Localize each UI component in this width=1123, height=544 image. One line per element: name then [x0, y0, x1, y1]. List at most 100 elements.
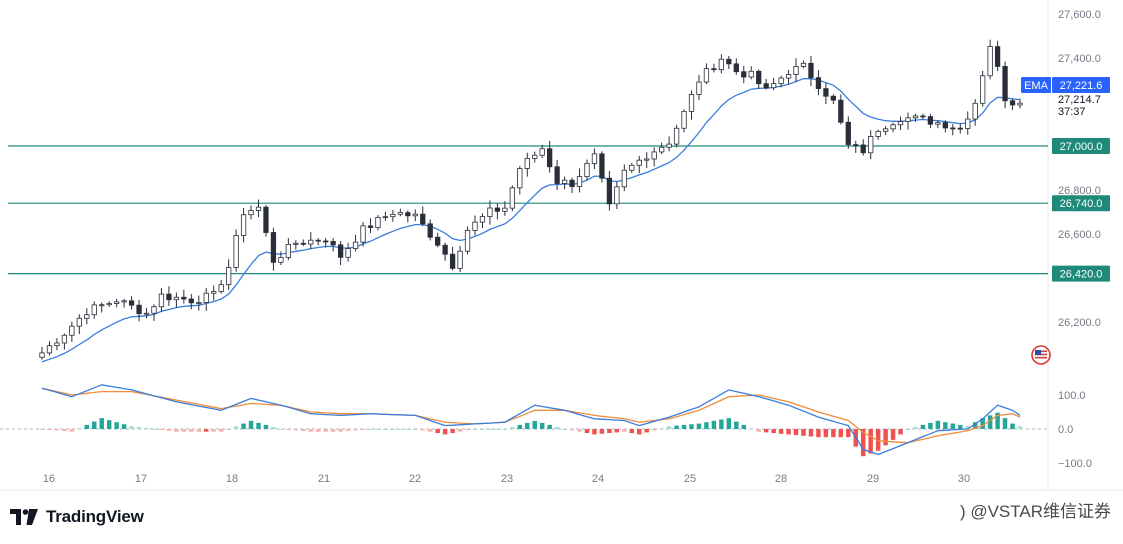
candle-body	[128, 300, 135, 306]
macd-histogram-bar	[987, 415, 993, 429]
macd-histogram-bar	[338, 429, 343, 432]
horizontal-levels	[8, 145, 1048, 275]
macd-histogram-bar	[801, 429, 806, 436]
candle-body	[808, 62, 814, 79]
candle-body	[673, 127, 680, 145]
macd-histogram-bar	[808, 429, 814, 437]
candle-body	[584, 163, 590, 178]
candle-body	[1017, 102, 1023, 106]
candle-body	[181, 296, 187, 300]
candle-body	[524, 158, 530, 169]
candle-body	[920, 115, 926, 118]
macd-histogram-bar	[233, 426, 239, 429]
candle-body	[352, 241, 359, 249]
candle-body	[39, 352, 45, 358]
candle-body	[703, 68, 710, 83]
macd-histogram-bar	[689, 424, 694, 429]
candle-body	[442, 244, 448, 255]
macd-histogram-bar	[875, 429, 881, 451]
candle-body	[897, 121, 904, 126]
candle-body	[756, 70, 762, 85]
candle-body	[196, 302, 202, 304]
candle-body	[778, 77, 784, 85]
candle-body	[905, 117, 911, 123]
candle-body	[927, 116, 934, 125]
candle-body	[420, 213, 426, 225]
candle-body	[576, 176, 583, 188]
macd-histogram-bar	[427, 429, 433, 432]
macd-histogram-bar	[569, 429, 575, 431]
candle-body	[696, 81, 702, 95]
macd-histogram-bar	[547, 424, 552, 429]
macd-histogram-bar	[480, 429, 485, 430]
price-tick-label: 26,800.0	[1058, 185, 1101, 197]
macd-histogram-bar	[763, 429, 769, 433]
macd-histogram-bar	[599, 429, 605, 434]
candle-body	[397, 212, 403, 215]
candle-body	[666, 143, 672, 148]
tradingview-logo-icon	[10, 509, 38, 525]
time-tick-label: 16	[43, 473, 55, 485]
candle-body	[158, 293, 165, 308]
macd-histogram-bar	[159, 429, 164, 430]
time-tick-label: 17	[135, 473, 147, 485]
macd-histogram-bar	[823, 429, 829, 438]
macd-histogram-bar	[778, 429, 784, 434]
candle-body	[375, 217, 381, 228]
macd-histogram-bar	[539, 422, 545, 429]
candle-body	[659, 146, 665, 153]
candle-body	[711, 68, 717, 71]
candle-body	[748, 70, 754, 78]
us-flag-icon	[1031, 345, 1051, 365]
macd-histogram-bar	[928, 422, 933, 429]
candle-body	[106, 303, 112, 306]
macd-histogram-bar	[293, 429, 299, 431]
candle-body	[875, 130, 881, 137]
macd-histogram-bar	[831, 429, 836, 438]
macd-histogram-bar	[726, 418, 732, 429]
macd-histogram-bar	[442, 429, 448, 435]
candle-body	[741, 71, 747, 78]
candle-body	[69, 325, 75, 336]
ema-line	[41, 77, 1021, 363]
candle-body	[957, 127, 963, 130]
macd-tick-label: −100.0	[1058, 458, 1092, 470]
candle-body	[315, 239, 321, 242]
candle-body	[76, 317, 82, 327]
candle-body	[815, 77, 822, 89]
candle-body	[270, 232, 277, 263]
candle-body	[248, 210, 254, 216]
candle-body	[726, 58, 732, 65]
macd-histogram-bar	[256, 422, 261, 429]
candle-body	[965, 118, 971, 129]
macd-histogram-bar	[1010, 423, 1015, 429]
ema-path	[41, 77, 1021, 363]
macd-histogram-bar	[532, 420, 537, 429]
macd-histogram-bar	[920, 424, 926, 429]
candle-body	[390, 213, 396, 218]
macd-histogram-bar	[517, 424, 523, 429]
candle-body	[293, 242, 299, 245]
time-tick-label: 21	[318, 473, 330, 485]
price-tick-label: 27,400.0	[1058, 53, 1101, 65]
candle-body	[166, 293, 172, 301]
macd-histogram-bar	[644, 429, 649, 433]
macd-histogram-bar	[450, 429, 455, 434]
candle-body	[614, 186, 620, 205]
candle-body	[233, 235, 239, 268]
tradingview-logo[interactable]: TradingView	[10, 506, 144, 528]
level-badge-label: 26,420.0	[1060, 269, 1103, 281]
macd-histogram-bar	[890, 429, 896, 440]
candle-body	[882, 128, 889, 132]
candle-body	[1009, 100, 1016, 106]
candle-body	[950, 127, 956, 130]
macd-histogram-bar	[816, 429, 821, 438]
price-axis: 27,600.0 27,400.0 26,800.0 26,600.0 26,200.0…	[1058, 9, 1101, 470]
candle-body	[1002, 66, 1008, 102]
macd-histogram-bar	[950, 423, 956, 429]
candle-body	[733, 63, 739, 73]
candle-body	[539, 148, 545, 156]
level-badge-2	[1052, 195, 1110, 212]
macd-histogram-bar	[398, 429, 403, 430]
